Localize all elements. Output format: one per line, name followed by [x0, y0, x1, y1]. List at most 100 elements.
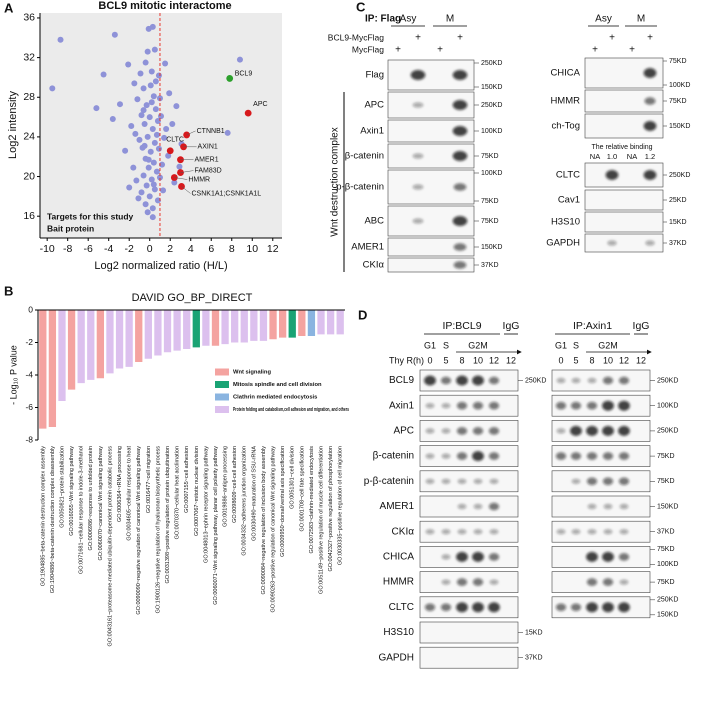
point: [151, 186, 158, 193]
size-marker: 37KD: [481, 262, 499, 269]
time-value: 8: [459, 355, 464, 365]
bar: [202, 310, 210, 346]
blot: [419, 571, 519, 593]
bar: [288, 310, 296, 338]
legend-label: Targets for this study: [47, 211, 134, 221]
bar: [144, 310, 152, 359]
time-value: 12: [506, 355, 516, 365]
x-tick-label: 0: [147, 243, 153, 255]
y-tick-label: 20: [23, 170, 35, 182]
legend-label: Clathrin mediated endocytosis: [233, 395, 317, 401]
size-marker: 250KD: [481, 102, 502, 109]
bar: [269, 310, 277, 340]
legend-swatch: [215, 368, 229, 376]
point: [111, 31, 118, 38]
point: [116, 101, 123, 108]
chart-title: BCL9 mitotic interactome: [98, 0, 231, 12]
x-tick-label: -6: [84, 243, 93, 255]
band: [618, 452, 630, 460]
blot-label: Axin1: [389, 400, 414, 411]
time-value: 10: [603, 355, 613, 365]
point: [135, 195, 142, 202]
x-tick-label: GO:0043161~proteasome-mediated ubiquitin…: [107, 446, 113, 647]
band: [556, 529, 566, 535]
band: [473, 529, 483, 535]
panel-label: D: [358, 307, 367, 322]
bar: [211, 310, 220, 346]
size-marker: 37KD: [669, 240, 687, 247]
chart-title: DAVID GO_BP_DIRECT: [132, 292, 253, 304]
time-value: 12: [619, 355, 629, 365]
blot-label: Axin1: [360, 126, 384, 137]
band: [424, 603, 436, 612]
blot-label: CKIα: [392, 526, 415, 537]
band: [586, 401, 598, 410]
panel-label: C: [356, 0, 366, 14]
band: [556, 428, 566, 434]
phase-label: G2M: [468, 340, 488, 350]
x-tick-label: GO:1904885~beta-catenin destruction comp…: [40, 446, 46, 586]
y-tick-label: 32: [23, 51, 35, 63]
blot-label: AMER1: [380, 501, 415, 512]
band: [586, 452, 598, 460]
size-marker: 100KD: [657, 561, 678, 568]
legend-swatch: [215, 393, 229, 401]
band: [473, 503, 483, 510]
band: [472, 578, 484, 586]
band: [425, 403, 435, 409]
bar: [163, 310, 172, 353]
point: [100, 71, 107, 78]
x-tick-label: 6: [208, 243, 214, 255]
bar: [48, 310, 57, 427]
leader-line: [186, 130, 196, 136]
band: [456, 375, 468, 386]
size-marker: 75KD: [657, 453, 675, 460]
point-label: CLTC: [166, 137, 184, 144]
bar: [183, 310, 191, 349]
blot: [551, 369, 651, 392]
point: [166, 90, 173, 97]
band: [587, 377, 597, 384]
band: [412, 153, 424, 159]
x-tick-label: GO:0007067~mitotic nuclear division: [194, 446, 200, 536]
band: [441, 478, 451, 484]
point: [126, 184, 133, 191]
band: [441, 428, 451, 434]
bar: [173, 310, 181, 351]
legend-swatch: [215, 381, 229, 388]
x-tick-label: 2: [167, 243, 173, 255]
bar: [307, 310, 316, 336]
blot-label: AMER1: [351, 242, 384, 253]
x-tick-label: GO:0090084~negative regulation of inclus…: [261, 446, 267, 595]
band: [472, 427, 484, 435]
highlight-point: [183, 131, 191, 139]
time-value: 12: [636, 355, 646, 365]
bar: [87, 310, 95, 380]
band: [488, 553, 500, 561]
relative-binding-value: NA: [590, 152, 600, 161]
size-marker: 150KD: [657, 612, 678, 619]
bar: [278, 310, 287, 338]
point: [159, 161, 166, 168]
band: [570, 425, 582, 436]
band: [644, 97, 656, 105]
point: [140, 85, 147, 92]
point: [122, 147, 129, 154]
band: [602, 602, 614, 613]
band: [452, 70, 468, 80]
y-axis-label: Log2 intensity: [7, 91, 19, 159]
band: [602, 551, 614, 562]
legend-label: Mitosis spindle and cell division: [233, 382, 322, 388]
x-tick-label: GO:0016477~cell migration: [146, 446, 152, 513]
band: [472, 551, 484, 562]
band: [602, 477, 614, 486]
treatment-label: BCL9-MycFlag: [328, 32, 384, 42]
point: [149, 214, 156, 221]
treatment-label: MycFlag: [352, 44, 384, 54]
band: [489, 478, 499, 484]
band: [452, 126, 468, 136]
point: [155, 72, 162, 79]
point: [148, 176, 155, 183]
x-tick-label: 12: [267, 243, 279, 255]
control-label: IgG: [633, 320, 650, 332]
